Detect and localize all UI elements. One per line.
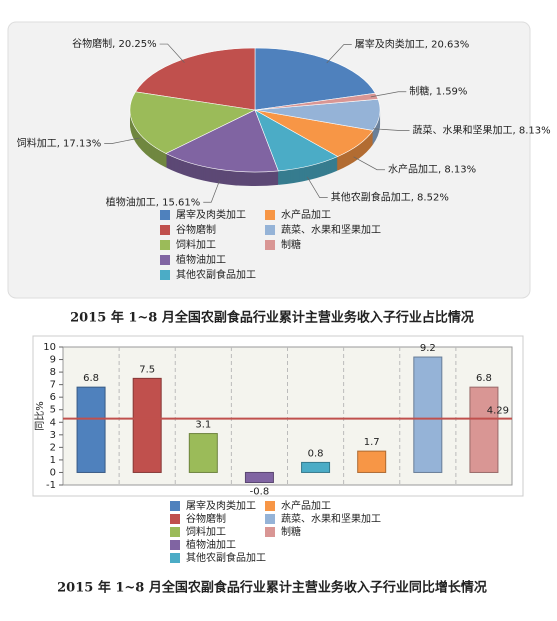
legend-swatch [170,501,180,511]
bar [76,386,106,473]
legend-swatch [160,210,170,220]
data-label: 饲料加工, 17.13% [17,136,102,149]
legend-swatch [170,540,180,550]
legend-label: 其他农副食品加工 [176,268,256,281]
legend-label: 其他农副食品加工 [186,551,266,564]
legend-swatch [160,270,170,280]
y-tick-label: -1 [46,480,56,491]
leader-line [373,128,410,131]
data-label: 蔬菜、水果和坚果加工, 8.13% [413,125,551,137]
legend-swatch [265,501,275,511]
legend-label: 饲料加工 [186,525,226,538]
y-tick-label: 2 [50,442,56,453]
chart-title: 2015 年 1~8 月全国农副食品行业累计主营业务收入子行业同比增长情况 [57,580,487,596]
legend-label: 屠宰及肉类加工 [176,208,246,221]
leader-line [104,137,140,144]
legend-label: 制糖 [281,525,301,538]
bar [469,386,499,473]
data-label: 6.8 [476,373,492,384]
legend-swatch [170,527,180,537]
pie-slice [254,92,379,111]
legend-label: 制糖 [281,238,301,251]
bar [244,471,274,483]
pie-slice [254,47,376,111]
data-label: 9.2 [420,343,436,354]
y-tick-label: 4 [50,417,56,428]
y-tick-label: 8 [50,367,56,378]
legend-label: 谷物磨制 [176,223,216,236]
data-label: -0.8 [250,486,270,497]
legend-label: 蔬菜、水果和坚果加工 [281,513,381,525]
data-label: 制糖, 1.59% [409,85,467,98]
leader-line [326,44,352,64]
legend-label: 谷物磨制 [186,512,226,525]
legend-swatch [170,553,180,563]
y-tick-label: 10 [43,342,56,353]
bar [132,377,162,473]
leader-line [370,91,407,98]
legend-label: 水产品加工 [281,208,331,221]
y-tick-label: 5 [50,405,56,416]
data-label: 3.1 [195,420,211,431]
pie-slice [129,91,256,154]
legend-swatch [265,527,275,537]
data-label: 植物油加工, 15.61% [106,195,201,208]
data-label: 其他农副食品加工, 8.52% [331,191,449,204]
legend-swatch [170,514,180,524]
data-label: 0.8 [308,448,324,459]
legend-swatch [160,255,170,265]
data-label: 7.5 [139,364,155,375]
y-tick-label: 9 [50,355,56,366]
bar [301,461,331,473]
legend-label: 饲料加工 [176,238,216,251]
legend-swatch [160,240,170,250]
legend-label: 植物油加工 [176,253,226,266]
legend-label: 水产品加工 [281,499,331,512]
pie-slice [135,47,256,111]
legend-label: 屠宰及肉类加工 [186,499,256,512]
y-tick-label: 6 [50,392,56,403]
bar [357,450,387,473]
bar [413,356,443,473]
leader-line [306,176,328,198]
y-tick-label: 1 [50,455,56,466]
legend-label: 植物油加工 [186,538,236,551]
leader-line [159,43,185,63]
data-label: 水产品加工, 8.13% [388,163,476,176]
plot-area [62,346,513,486]
legend-swatch [160,225,170,235]
legend-swatch [265,225,275,235]
leader-line [353,156,386,171]
y-axis-label: 同比% [34,401,46,431]
leader-line [203,180,220,203]
chart-title: 2015 年 1~8 月全国农副食品行业累计主营业务收入子行业占比情况 [70,310,474,326]
pie-slice [165,109,279,173]
legend-label: 蔬菜、水果和坚果加工 [281,224,381,236]
bar [188,433,218,473]
data-label: 谷物磨制, 20.25% [72,37,157,50]
legend-swatch [265,210,275,220]
y-tick-label: 3 [50,430,56,441]
legend-swatch [265,240,275,250]
data-label: 1.7 [364,437,380,448]
y-tick-label: 7 [50,380,56,391]
data-label: 屠宰及肉类加工, 20.63% [355,38,470,51]
y-tick-label: 0 [50,467,56,478]
legend-swatch [265,514,275,524]
reference-label: 4.29 [487,406,509,417]
data-label: 6.8 [83,373,99,384]
